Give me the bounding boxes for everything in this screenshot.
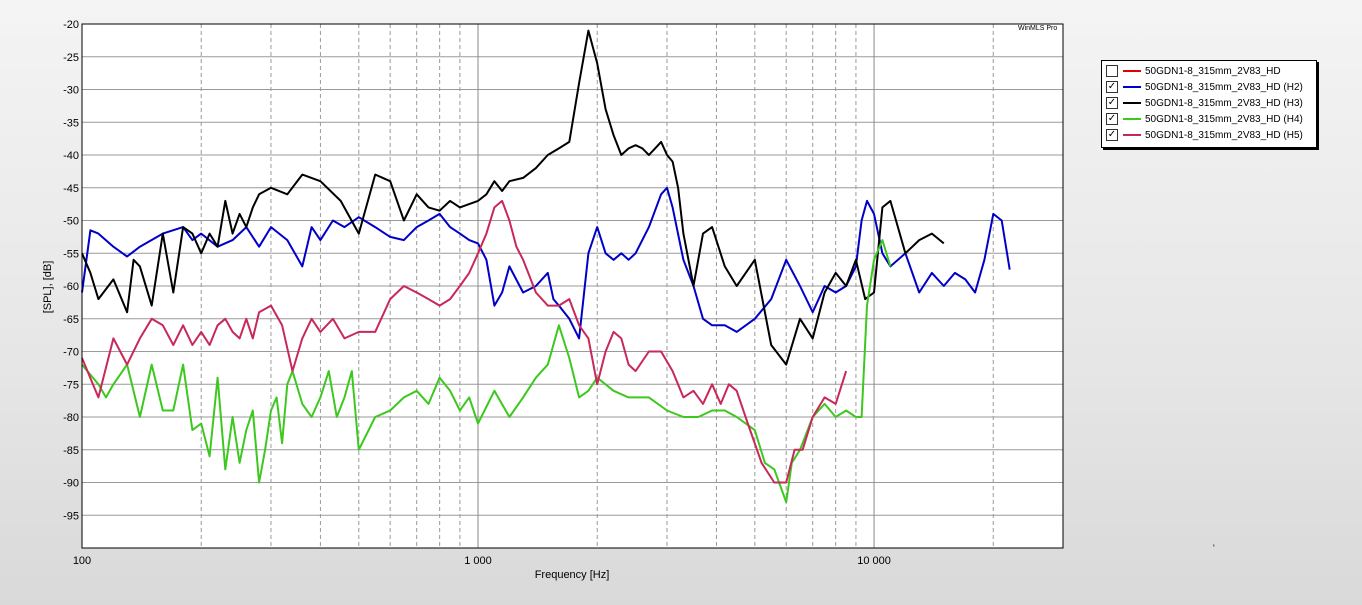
- legend-item[interactable]: ✓ 50GDN1-8_315mm_2V83_HD (H3): [1106, 95, 1303, 111]
- legend-swatch: [1123, 70, 1141, 72]
- legend-checkbox[interactable]: ✓: [1106, 113, 1118, 125]
- legend: 50GDN1-8_315mm_2V83_HD ✓ 50GDN1-8_315mm_…: [1101, 60, 1317, 148]
- y-tick-label: -30: [63, 85, 79, 97]
- y-tick-label: -75: [63, 379, 79, 391]
- legend-label: 50GDN1-8_315mm_2V83_HD (H5): [1145, 129, 1303, 141]
- legend-swatch: [1123, 134, 1141, 136]
- y-tick-label: -20: [63, 19, 79, 31]
- x-tick-label: 1 000: [464, 555, 492, 567]
- legend-item[interactable]: ✓ 50GDN1-8_315mm_2V83_HD (H5): [1106, 127, 1303, 143]
- legend-checkbox[interactable]: [1106, 65, 1118, 77]
- legend-item[interactable]: ✓ 50GDN1-8_315mm_2V83_HD (H2): [1106, 79, 1303, 95]
- legend-label: 50GDN1-8_315mm_2V83_HD: [1145, 65, 1281, 77]
- series-line: [81, 239, 892, 504]
- y-tick-label: -40: [63, 150, 79, 162]
- legend-swatch: [1123, 118, 1141, 120]
- y-tick-label: -80: [63, 412, 79, 424]
- y-tick-label: -85: [63, 445, 79, 457]
- legend-swatch: [1123, 102, 1141, 104]
- legend-checkbox[interactable]: ✓: [1106, 97, 1118, 109]
- x-tick-labels: 100 1 000 10 000: [73, 555, 891, 567]
- y-tick-label: -65: [63, 314, 79, 326]
- y-tick-labels: -20 -25 -30 -35 -40 -45 -50 -55 -60 -65 -70 -75 -80 -…: [63, 19, 79, 522]
- stray-mark: ': [1213, 543, 1215, 553]
- legend-checkbox[interactable]: ✓: [1106, 81, 1118, 93]
- y-tick-label: -90: [63, 478, 79, 490]
- brand-label: WinMLS Pro: [1018, 25, 1058, 32]
- plot-border: [81, 23, 1064, 549]
- legend-checkbox[interactable]: ✓: [1106, 129, 1118, 141]
- y-tick-label: -35: [63, 117, 79, 129]
- y-axis-title: [SPL], [dB]: [42, 261, 54, 314]
- y-tick-label: -55: [63, 248, 79, 260]
- x-tick-label: 10 000: [857, 555, 891, 567]
- y-tick-label: -60: [63, 281, 79, 293]
- x-axis-title: Frequency [Hz]: [535, 569, 610, 581]
- y-tick-label: -50: [63, 216, 79, 228]
- y-tick-label: -25: [63, 52, 79, 64]
- legend-label: 50GDN1-8_315mm_2V83_HD (H3): [1145, 97, 1303, 109]
- y-tick-label: -95: [63, 510, 79, 522]
- series-line: [81, 186, 1011, 340]
- legend-label: 50GDN1-8_315mm_2V83_HD (H4): [1145, 113, 1303, 125]
- legend-item[interactable]: ✓ 50GDN1-8_315mm_2V83_HD (H4): [1106, 111, 1303, 127]
- legend-label: 50GDN1-8_315mm_2V83_HD (H2): [1145, 81, 1303, 93]
- series-line: [81, 199, 848, 484]
- legend-item[interactable]: 50GDN1-8_315mm_2V83_HD: [1106, 63, 1281, 79]
- y-tick-label: -45: [63, 183, 79, 195]
- y-tick-label: -70: [63, 347, 79, 359]
- series-line: [81, 29, 945, 366]
- x-tick-label: 100: [73, 555, 91, 567]
- legend-swatch: [1123, 86, 1141, 88]
- series-lines: [81, 29, 1011, 504]
